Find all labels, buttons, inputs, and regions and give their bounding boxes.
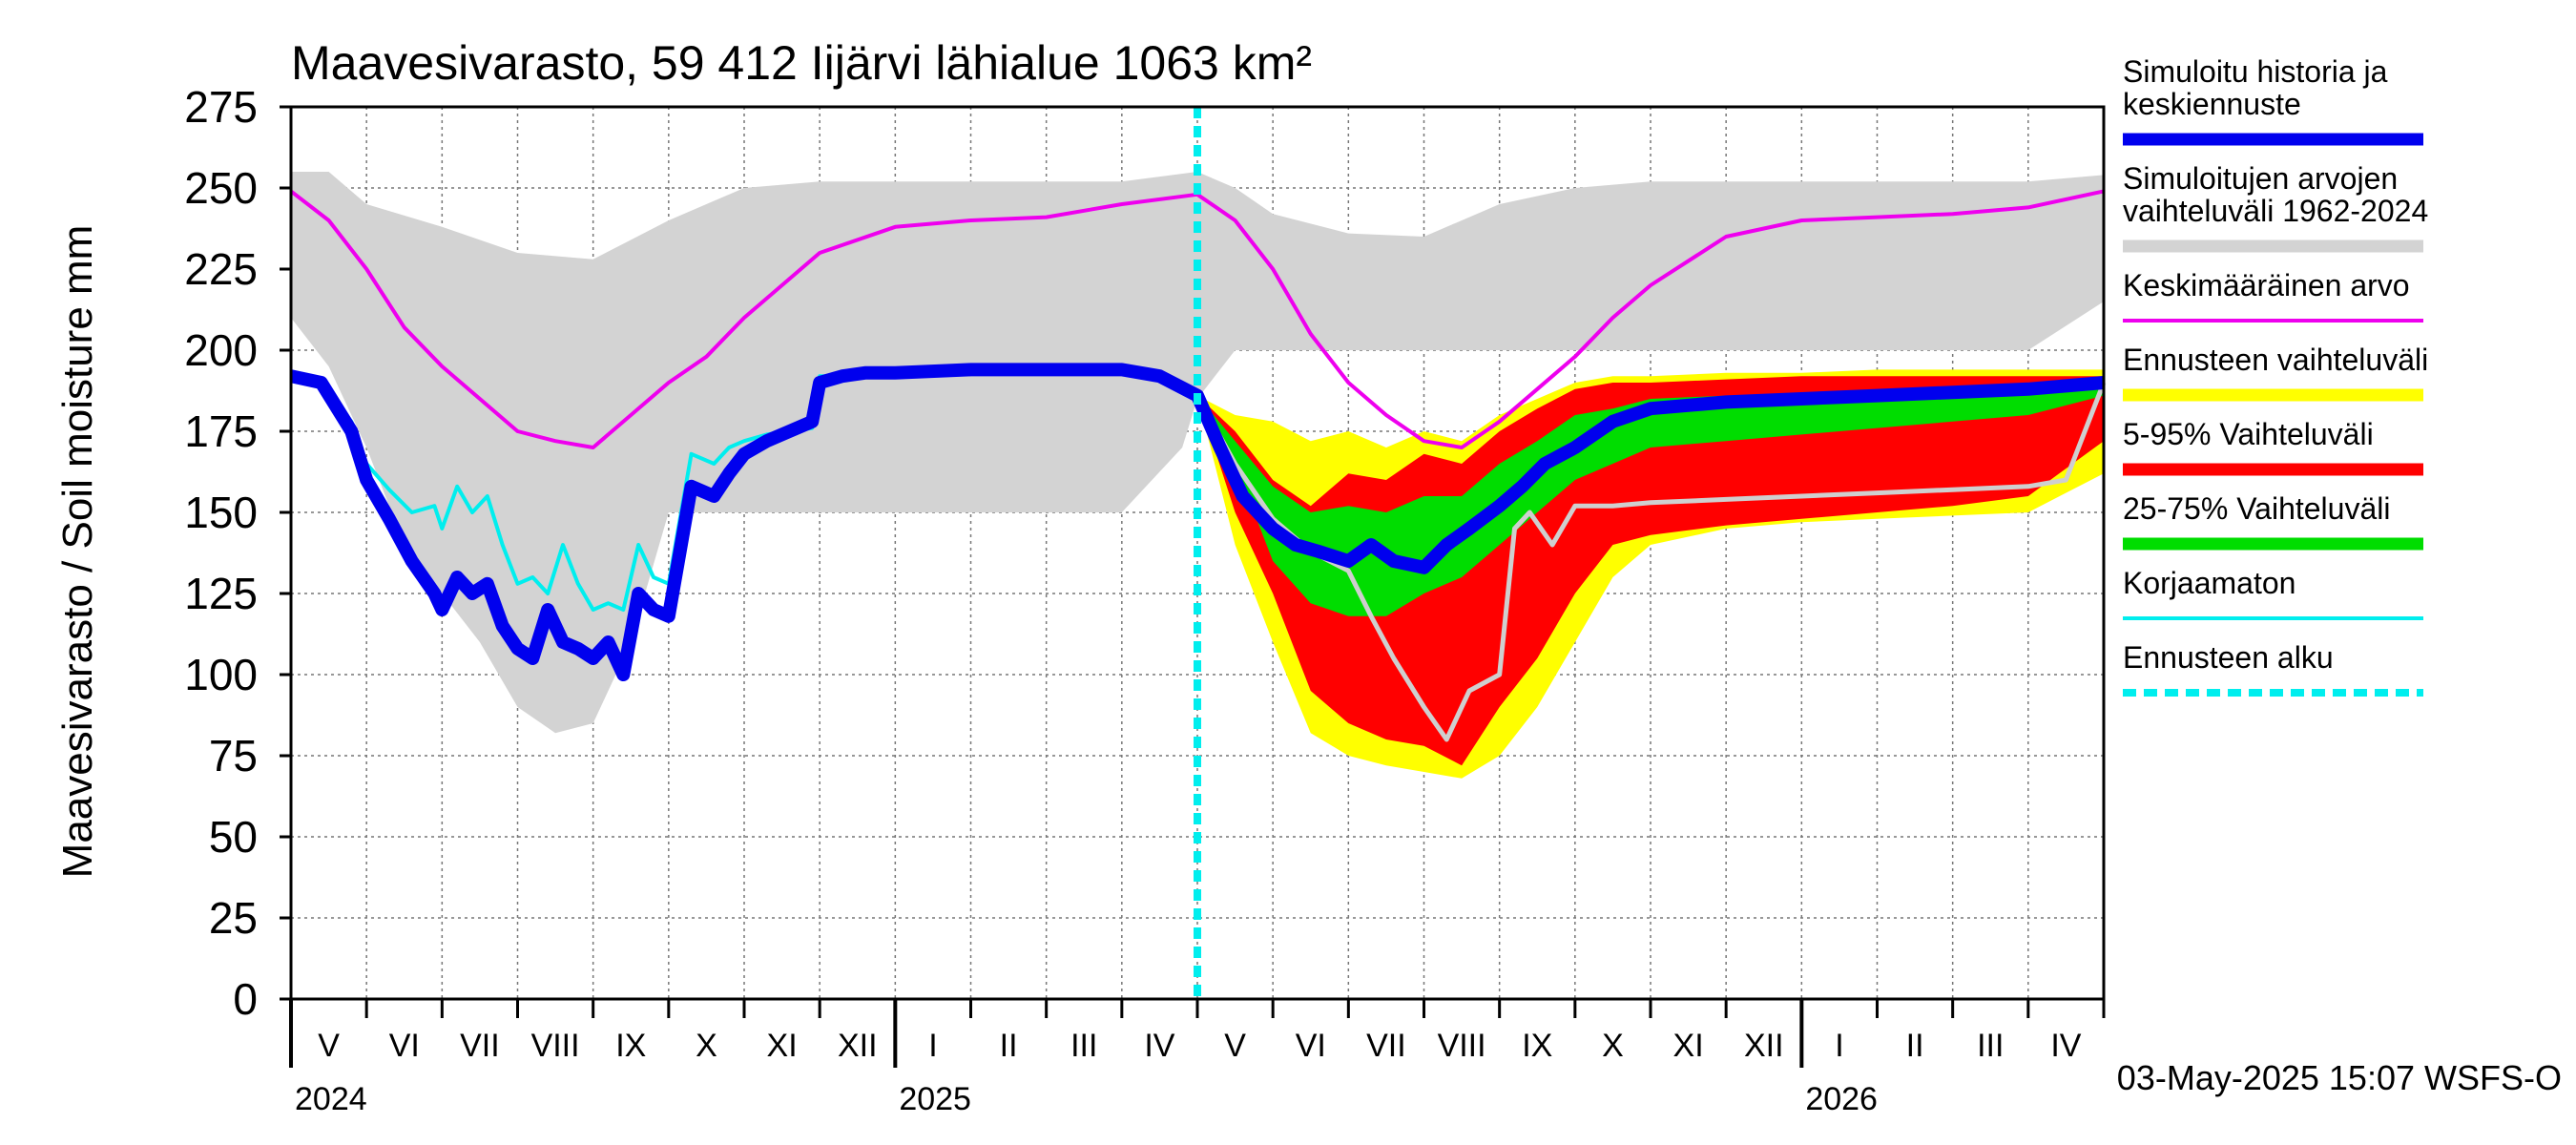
- month-label: I: [928, 1028, 937, 1064]
- month-label: VIII: [1438, 1028, 1486, 1064]
- timestamp: 03-May-2025 15:07 WSFS-O: [2117, 1058, 2562, 1097]
- year-label: 2024: [295, 1081, 367, 1117]
- historical-range-band: [291, 172, 2104, 734]
- y-tick-label: 175: [184, 406, 258, 456]
- y-axis-label: Maavesivarasto / Soil moisture mm: [54, 225, 101, 879]
- y-tick-label: 50: [209, 812, 258, 862]
- month-label: XI: [1673, 1028, 1704, 1064]
- y-tick-label: 25: [209, 893, 258, 943]
- legend-label: vaihteluväli 1962-2024: [2123, 194, 2428, 228]
- month-label: VI: [389, 1028, 420, 1064]
- month-label: VII: [460, 1028, 500, 1064]
- month-label: IV: [2050, 1028, 2081, 1064]
- month-label: V: [318, 1028, 340, 1064]
- month-label: III: [1977, 1028, 2004, 1064]
- month-label: VI: [1296, 1028, 1326, 1064]
- y-tick-label: 225: [184, 244, 258, 294]
- legend-label: Ennusteen alku: [2123, 640, 2334, 675]
- month-label: XI: [767, 1028, 798, 1064]
- month-label: IV: [1144, 1028, 1174, 1064]
- y-tick-label: 275: [184, 82, 258, 132]
- month-label: IX: [615, 1028, 646, 1064]
- p25-75-band: [1197, 383, 2104, 616]
- legend-label: Korjaamaton: [2123, 566, 2296, 600]
- month-label: II: [1906, 1028, 1924, 1064]
- month-label: XII: [1744, 1028, 1784, 1064]
- y-tick-label: 75: [209, 731, 258, 781]
- chart-title: Maavesivarasto, 59 412 Iijärvi lähialue …: [291, 36, 1312, 90]
- history-forecast-line: [289, 363, 2105, 681]
- month-label: I: [1835, 1028, 1843, 1064]
- year-label: 2025: [899, 1081, 971, 1117]
- y-tick-label: 200: [184, 325, 258, 375]
- legend-label: Keskimääräinen arvo: [2123, 268, 2410, 302]
- y-tick-label: 125: [184, 569, 258, 618]
- month-label: III: [1070, 1028, 1097, 1064]
- legend-label: 25-75% Vaihteluväli: [2123, 491, 2390, 526]
- legend-label: Simuloitu historia ja: [2123, 54, 2388, 89]
- y-tick-label: 100: [184, 650, 258, 699]
- legend-label: Ennusteen vaihteluväli: [2123, 343, 2428, 377]
- month-label: VII: [1366, 1028, 1406, 1064]
- month-label: VIII: [531, 1028, 580, 1064]
- legend-label: 5-95% Vaihteluväli: [2123, 417, 2374, 451]
- month-label: XII: [838, 1028, 878, 1064]
- p5-95-band: [1197, 376, 2104, 766]
- mean-line: [289, 189, 2105, 449]
- year-label: 2026: [1805, 1081, 1878, 1117]
- uncorrected-forecast-line: [1195, 382, 2107, 742]
- month-label: IX: [1522, 1028, 1552, 1064]
- legend-label: Simuloitujen arvojen: [2123, 161, 2398, 196]
- month-label: V: [1224, 1028, 1246, 1064]
- y-tick-label: 0: [233, 974, 258, 1024]
- y-tick-label: 150: [184, 488, 258, 537]
- y-tick-label: 250: [184, 163, 258, 213]
- legend-label: keskiennuste: [2123, 87, 2301, 121]
- month-label: X: [1602, 1028, 1624, 1064]
- month-label: X: [696, 1028, 717, 1064]
- month-label: II: [1000, 1028, 1018, 1064]
